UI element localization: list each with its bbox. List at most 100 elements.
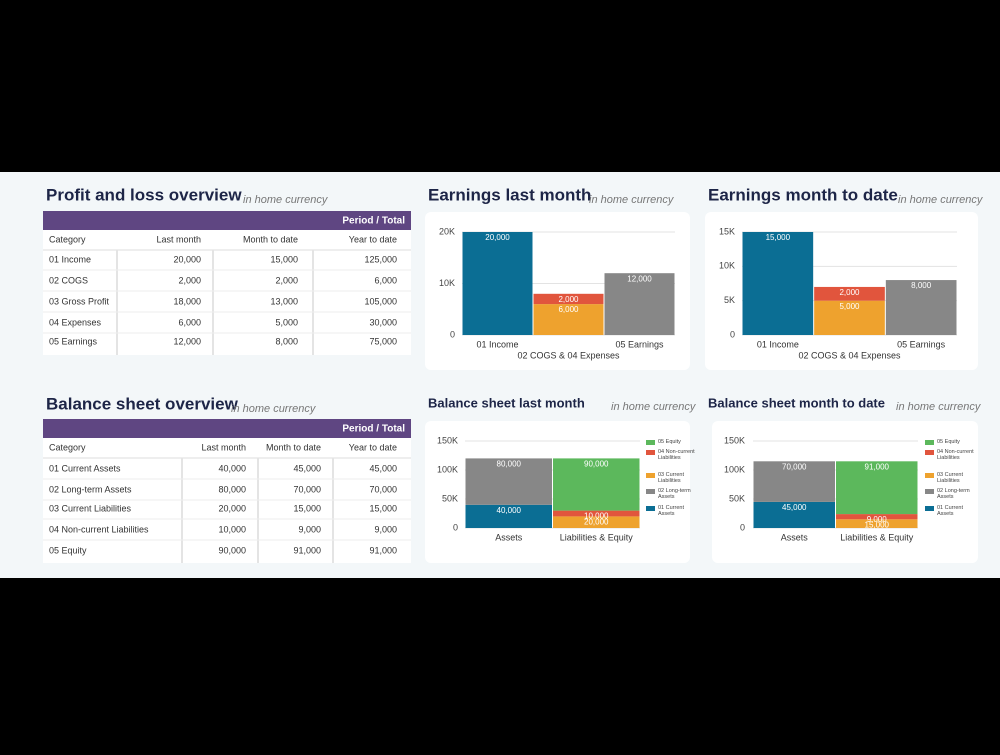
legend-item: 03 Current Liabilities (658, 472, 684, 484)
table-cell: 10,000 (218, 524, 246, 534)
legend-label: 03 Current Liabilities (658, 472, 684, 484)
value-label: 45,000 (782, 503, 807, 512)
value-label: 6,000 (558, 305, 579, 314)
table-cell: 9,000 (298, 524, 321, 534)
y-tick-label: 0 (740, 522, 745, 532)
column-header: Month to date (243, 234, 298, 244)
y-tick-label: 0 (730, 329, 735, 339)
table-cell: 45,000 (293, 463, 321, 473)
table-cell: 05 Earnings (49, 336, 98, 346)
group-header: Period / Total (342, 216, 405, 227)
legend-item: 02 Long-term Assets (658, 488, 691, 500)
table-cell: 2,000 (178, 275, 201, 285)
y-tick-label: 50K (729, 493, 745, 503)
table-cell: 80,000 (218, 484, 246, 494)
bar-segment (836, 519, 918, 528)
legend-swatch (925, 450, 934, 455)
table-background (43, 419, 411, 563)
value-label: 40,000 (497, 506, 522, 515)
table-cell: 2,000 (275, 275, 298, 285)
bar-segment (604, 273, 675, 335)
bar-segment (553, 510, 640, 517)
x-tick-label: 05 Earnings (615, 339, 664, 349)
table-cell: 03 Gross Profit (49, 296, 110, 306)
table-cell: 15,000 (369, 503, 397, 513)
section-subtitle: in home currency (243, 194, 329, 206)
legend-label: 04 Non-current Liabilities (658, 449, 695, 461)
value-label: 5,000 (839, 302, 860, 311)
legend-swatch (646, 489, 655, 494)
legend-item: 01 Current Assets (658, 505, 684, 517)
chart-subtitle: in home currency (896, 401, 982, 413)
chart-subtitle: in home currency (611, 401, 697, 413)
column-header: Last month (201, 442, 246, 452)
y-tick-label: 150K (724, 435, 745, 445)
table-cell: 75,000 (369, 336, 397, 346)
legend-swatch (925, 440, 934, 445)
bar-segment (465, 504, 552, 528)
column-header: Month to date (266, 442, 321, 452)
table-cell: 20,000 (173, 254, 201, 264)
group-header: Period / Total (342, 424, 405, 435)
legend-item: 02 Long-term Assets (937, 488, 970, 500)
y-tick-label: 10K (439, 278, 455, 288)
chart-title: Earnings last month (428, 185, 591, 204)
value-label: 2,000 (839, 288, 860, 297)
legend-swatch (925, 473, 934, 478)
column-header: Last month (156, 234, 201, 244)
table-cell: 18,000 (173, 296, 201, 306)
bar-segment (462, 232, 533, 335)
x-tick-label: 01 Income (757, 339, 799, 349)
y-tick-label: 20K (439, 226, 455, 236)
legend-swatch (646, 450, 655, 455)
legend-swatch (646, 473, 655, 478)
x-tick-label: 02 COGS & 04 Expenses (798, 350, 901, 360)
table-cell: 5,000 (275, 317, 298, 327)
chart-title: Balance sheet last month (428, 395, 585, 410)
legend-swatch (646, 506, 655, 511)
table-cell: 70,000 (293, 484, 321, 494)
bar-segment (814, 300, 885, 335)
legend-swatch (925, 506, 934, 511)
table-cell: 02 COGS (49, 275, 88, 285)
bar-segment (533, 293, 604, 305)
chart-subtitle: in home currency (898, 194, 984, 206)
table-cell: 01 Current Assets (49, 463, 121, 473)
table-cell: 8,000 (275, 336, 298, 346)
column-header: Year to date (349, 234, 397, 244)
column-header: Category (49, 234, 86, 244)
y-tick-label: 15K (719, 226, 735, 236)
table-cell: 105,000 (364, 296, 397, 306)
legend-label: 01 Current Assets (658, 505, 684, 517)
bar-segment (753, 501, 835, 528)
value-label: 15,000 (766, 233, 791, 242)
y-tick-label: 50K (442, 493, 458, 503)
legend-swatch (646, 440, 655, 445)
table-cell: 6,000 (374, 275, 397, 285)
table-cell: 15,000 (270, 254, 298, 264)
legend-label: 05 Equity (658, 439, 681, 445)
legend-item: 01 Current Assets (937, 505, 963, 517)
table-cell: 12,000 (173, 336, 201, 346)
value-label: 90,000 (584, 460, 609, 469)
section-title: Profit and loss overview (46, 185, 242, 204)
y-tick-label: 0 (453, 522, 458, 532)
bar-segment (814, 286, 885, 301)
legend-label: 02 Long-term Assets (937, 488, 970, 500)
table-cell: 01 Income (49, 254, 91, 264)
column-header: Year to date (349, 442, 397, 452)
value-label: 8,000 (911, 281, 932, 290)
table-cell: 20,000 (218, 503, 246, 513)
bar-segment (465, 458, 552, 505)
table-cell: 05 Equity (49, 545, 87, 555)
legend-label: 02 Long-term Assets (658, 488, 691, 500)
bar-segment (885, 280, 957, 335)
value-label: 2,000 (558, 295, 579, 304)
value-label: 15,000 (865, 520, 890, 529)
y-tick-label: 100K (724, 464, 745, 474)
value-label: 70,000 (782, 462, 807, 471)
table-cell: 03 Current Liabilities (49, 503, 132, 513)
table-cell: 13,000 (270, 296, 298, 306)
chart-title: Earnings month to date (708, 185, 898, 204)
legend-swatch (925, 489, 934, 494)
